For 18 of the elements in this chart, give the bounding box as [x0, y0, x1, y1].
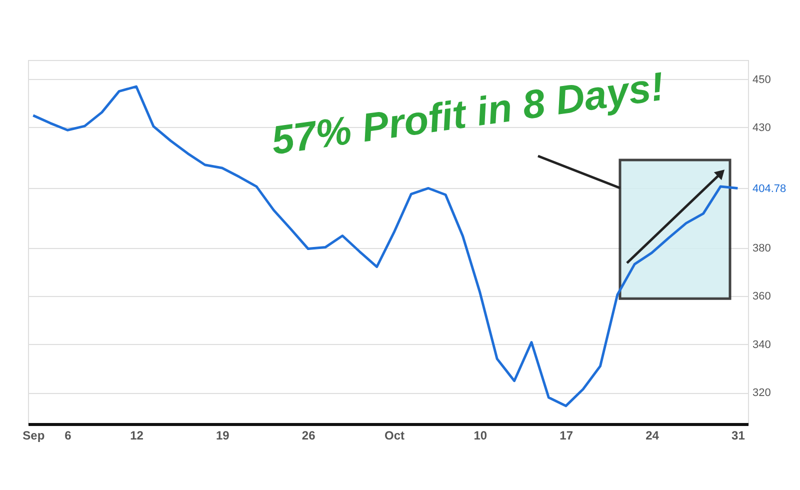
- y-tick-label: 404.78: [752, 182, 786, 195]
- x-tick-label: Sep: [22, 428, 45, 442]
- y-tick-label: 430: [752, 122, 771, 134]
- x-tick-label: Oct: [384, 428, 405, 442]
- annotation: 57% Profit in 8 Days!: [268, 64, 667, 164]
- x-tick-label: 10: [474, 428, 488, 442]
- x-tick-label: 6: [64, 428, 72, 442]
- y-tick-label: 360: [752, 290, 771, 303]
- x-tick-label: 12: [130, 428, 144, 442]
- y-tick-label: 340: [752, 338, 771, 351]
- y-tick-label: 380: [752, 242, 771, 255]
- x-tick-label: 17: [560, 428, 574, 442]
- y-tick-label: 450: [752, 74, 771, 86]
- x-tick-label: 24: [646, 428, 660, 442]
- x-tick-label: 31: [732, 428, 746, 442]
- x-tick-label: 19: [216, 428, 230, 442]
- x-tick-label: 26: [302, 428, 316, 442]
- y-tick-label: 320: [752, 387, 771, 400]
